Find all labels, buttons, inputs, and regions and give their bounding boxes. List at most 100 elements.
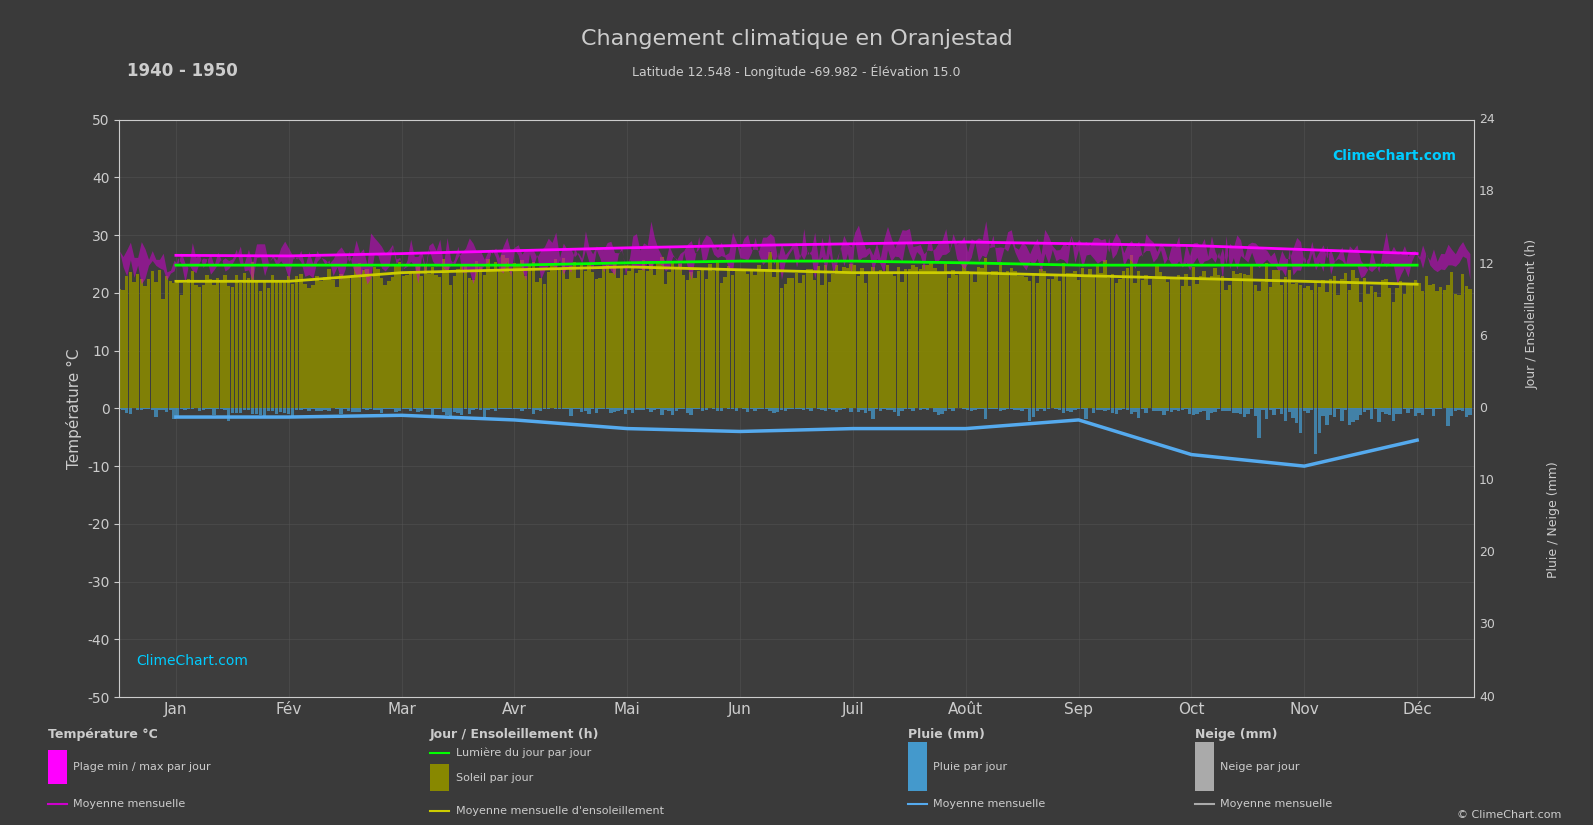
Bar [472, 408, 475, 410]
Bar [1317, 286, 1321, 408]
Bar [1035, 408, 1039, 411]
Bar [863, 408, 867, 413]
Bar [212, 408, 215, 415]
Bar [327, 408, 331, 412]
Bar [255, 280, 258, 408]
Bar [376, 408, 379, 410]
Bar [231, 408, 234, 413]
Bar [1209, 408, 1214, 412]
Bar [1050, 279, 1055, 408]
Bar [1325, 292, 1329, 408]
Bar [894, 276, 897, 408]
Bar [1356, 408, 1359, 420]
Bar [198, 408, 201, 411]
Bar [746, 275, 749, 408]
Bar [151, 408, 155, 409]
Bar [1378, 297, 1381, 408]
Bar [712, 271, 715, 408]
Bar [951, 270, 954, 408]
Bar [223, 275, 226, 408]
Bar [776, 260, 779, 408]
Bar [588, 263, 591, 408]
Bar [513, 263, 516, 408]
Bar [183, 408, 186, 410]
Bar [988, 275, 991, 408]
Bar [398, 408, 401, 411]
Bar [299, 274, 303, 408]
Text: Latitude 12.548 - Longitude -69.982 - Élévation 15.0: Latitude 12.548 - Longitude -69.982 - Él… [632, 64, 961, 79]
Bar [405, 276, 409, 408]
Bar [773, 277, 776, 408]
Bar [583, 408, 588, 411]
Bar [1344, 408, 1348, 410]
Text: Soleil par jour: Soleil par jour [456, 773, 532, 783]
Bar [1231, 408, 1235, 413]
Bar [628, 271, 631, 408]
Bar [365, 269, 368, 408]
Bar [624, 408, 628, 414]
Bar [919, 408, 922, 410]
Bar [464, 265, 467, 408]
Bar [347, 408, 350, 411]
Bar [784, 408, 787, 411]
Bar [409, 408, 413, 411]
Bar [671, 408, 674, 415]
Text: 40: 40 [1478, 691, 1494, 704]
Bar [682, 276, 685, 408]
Bar [1077, 408, 1080, 409]
Bar [977, 408, 980, 409]
Bar [776, 408, 779, 412]
Bar [1107, 408, 1110, 410]
Bar [1399, 281, 1402, 408]
Bar [1344, 273, 1348, 408]
Bar [1450, 272, 1453, 408]
Bar [201, 408, 205, 410]
Bar [1410, 285, 1413, 408]
Bar [977, 267, 980, 408]
Bar [118, 289, 121, 408]
Bar [242, 273, 245, 408]
Bar [1454, 408, 1458, 411]
Text: Pluie / Neige (mm): Pluie / Neige (mm) [1547, 461, 1560, 578]
Bar [715, 408, 718, 412]
Bar [250, 408, 255, 414]
Bar [693, 277, 696, 408]
Bar [239, 408, 242, 412]
Bar [1118, 279, 1121, 408]
Bar [217, 278, 220, 408]
Bar [605, 265, 609, 408]
Bar [1284, 408, 1287, 422]
Bar [1137, 271, 1141, 408]
Bar [919, 269, 922, 408]
Bar [1126, 268, 1129, 408]
Bar [1303, 289, 1306, 408]
Bar [358, 262, 362, 408]
Bar [161, 299, 164, 408]
Bar [1141, 280, 1144, 408]
Bar [234, 408, 237, 412]
Bar [1381, 280, 1384, 408]
Bar [373, 266, 376, 408]
Bar [650, 261, 653, 408]
Bar [1351, 270, 1356, 408]
Bar [908, 269, 911, 408]
Bar [594, 408, 597, 413]
Bar [292, 408, 295, 416]
Bar [849, 264, 852, 408]
Bar [739, 270, 742, 408]
Bar [784, 284, 787, 408]
Y-axis label: Température °C: Température °C [65, 348, 81, 469]
Bar [427, 275, 430, 408]
Bar [284, 282, 287, 408]
Bar [817, 266, 820, 408]
Bar [430, 408, 435, 418]
Bar [1292, 284, 1295, 408]
Bar [698, 271, 701, 408]
Bar [287, 408, 290, 414]
Bar [1180, 408, 1184, 410]
Bar [701, 270, 704, 408]
Bar [878, 408, 883, 411]
Bar [860, 268, 863, 408]
Bar [1381, 408, 1384, 412]
Text: Moyenne mensuelle: Moyenne mensuelle [73, 799, 185, 808]
